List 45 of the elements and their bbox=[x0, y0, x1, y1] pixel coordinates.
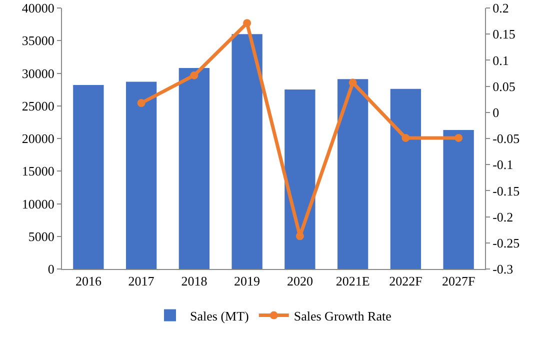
bar bbox=[337, 79, 368, 269]
x-tick-label: 2019 bbox=[234, 274, 260, 289]
point bbox=[190, 71, 198, 80]
bar bbox=[443, 130, 474, 269]
bar bbox=[73, 84, 104, 269]
y2-tick-label: -0.2 bbox=[492, 209, 514, 224]
y2-tick-label: -0.15 bbox=[492, 183, 520, 198]
x-tick-label: 2022F bbox=[389, 274, 422, 289]
bar bbox=[232, 34, 262, 269]
x-tick-label: 2021E bbox=[336, 274, 370, 289]
legend-label: Sales (MT) bbox=[190, 308, 249, 324]
y2-tick-label: 0.15 bbox=[492, 26, 516, 42]
y-tick-label: 25000 bbox=[22, 98, 54, 114]
x-tick-label: 2027F bbox=[442, 274, 476, 289]
y2-tick-label: -0.1 bbox=[492, 157, 514, 172]
bar bbox=[178, 68, 210, 269]
y2-tick-label: -0.25 bbox=[492, 235, 520, 250]
x-tick-label: 2017 bbox=[128, 274, 155, 289]
bar bbox=[126, 82, 157, 269]
y-tick-label: 5000 bbox=[28, 228, 54, 244]
point bbox=[137, 99, 146, 107]
y2-tick-label: -0.05 bbox=[492, 131, 520, 146]
x-tick-label: 2020 bbox=[286, 274, 313, 289]
bar bbox=[284, 90, 316, 269]
x-tick-label: 2018 bbox=[181, 274, 208, 289]
point bbox=[348, 78, 357, 87]
point bbox=[402, 134, 410, 142]
y-tick-label: 35000 bbox=[22, 33, 54, 48]
y-tick-label: 20000 bbox=[22, 131, 54, 146]
y2-tick-label: 0.2 bbox=[492, 0, 509, 16]
point bbox=[296, 232, 304, 240]
y2-tick-label: 0 bbox=[492, 104, 500, 120]
legend-label: Sales Growth Rate bbox=[294, 308, 392, 324]
y-tick-label: 15000 bbox=[22, 164, 54, 179]
y2-tick-label: 0.05 bbox=[492, 78, 516, 94]
bar bbox=[390, 88, 422, 269]
point bbox=[454, 134, 463, 142]
y-tick-label: 30000 bbox=[22, 66, 54, 81]
y2-tick-label: 0.1 bbox=[492, 52, 509, 68]
x-tick-label: 2016 bbox=[75, 274, 102, 289]
y2-tick-label: -0.3 bbox=[492, 262, 514, 277]
y-tick-label: 0 bbox=[48, 262, 54, 277]
y-tick-label: 10000 bbox=[22, 196, 54, 212]
y-tick-label: 40000 bbox=[22, 0, 54, 16]
point bbox=[243, 19, 252, 28]
